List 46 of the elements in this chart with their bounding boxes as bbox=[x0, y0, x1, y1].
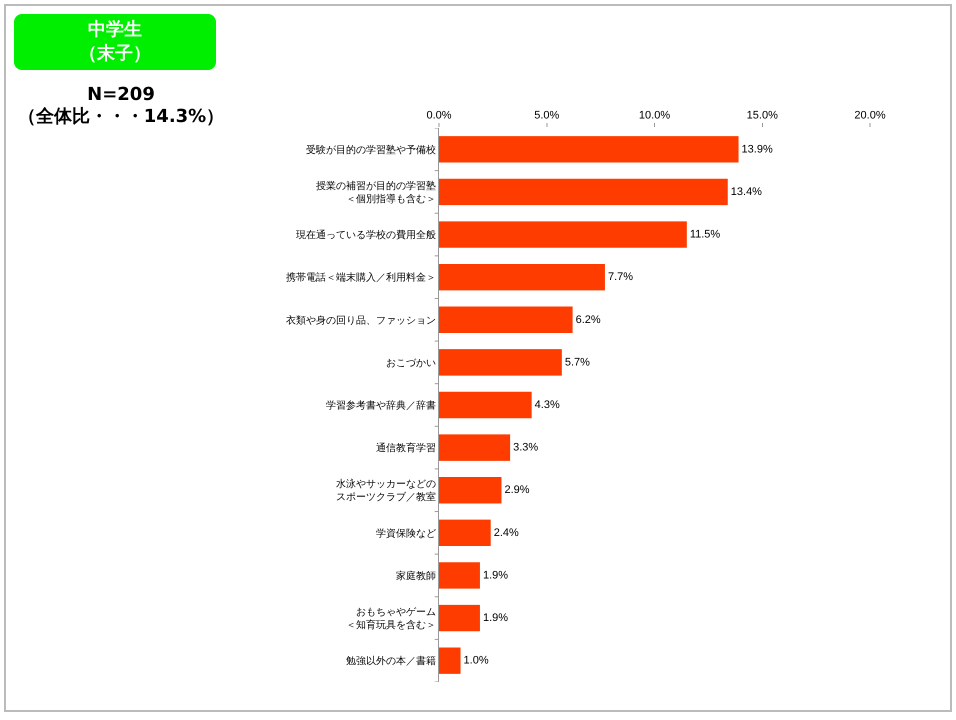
data-label: 1.9% bbox=[482, 569, 508, 582]
y-tick-label: 現在通っている学校の費用全般 bbox=[296, 229, 436, 242]
data-label: 13.9% bbox=[742, 143, 773, 156]
bar bbox=[439, 520, 491, 546]
text: 中学生（末子） bbox=[14, 14, 216, 70]
text: N=209（全体比・・・14.3%） bbox=[16, 84, 226, 128]
y-tick-label: 学資保険など bbox=[376, 527, 436, 540]
y-tick-label: おもちゃやゲーム＜知育玩具を含む＞ bbox=[346, 607, 436, 632]
x-tick-label: 15.0% bbox=[746, 110, 778, 122]
bar bbox=[439, 306, 573, 333]
x-tick-label: 20.0% bbox=[854, 110, 886, 122]
bar bbox=[439, 604, 480, 632]
bar bbox=[439, 562, 480, 589]
bar bbox=[439, 136, 739, 163]
y-tick-label: 学習参考書や辞典／辞書 bbox=[326, 400, 436, 412]
data-label: 4.3% bbox=[534, 399, 560, 411]
y-tick-label: 水泳やサッカーなどのスポーツクラブ／教室 bbox=[336, 478, 436, 504]
data-label: 13.4% bbox=[730, 186, 762, 198]
data-label: 11.5% bbox=[690, 228, 720, 241]
bar bbox=[439, 221, 687, 248]
y-tick-label: 勉強以外の本／書籍 bbox=[346, 655, 436, 668]
y-tick-label: 通信教育学習 bbox=[376, 442, 436, 454]
bar bbox=[439, 477, 502, 504]
x-tick-label: 5.0% bbox=[534, 110, 560, 122]
bar bbox=[439, 349, 562, 376]
data-label: 3.3% bbox=[513, 442, 538, 454]
bar bbox=[439, 434, 510, 461]
y-tick-label: おこづかい bbox=[386, 358, 436, 369]
y-tick-label: 家庭教師 bbox=[396, 570, 436, 582]
data-label: 7.7% bbox=[608, 271, 634, 284]
bar bbox=[439, 392, 532, 418]
data-label: 1.9% bbox=[482, 612, 508, 624]
x-tick-label: 10.0% bbox=[638, 110, 670, 122]
y-tick-label: 衣類や身の回り品、ファッション bbox=[286, 314, 436, 326]
y-tick-label: 受験が目的の学習塾や予備校 bbox=[306, 144, 436, 156]
data-label: 6.2% bbox=[576, 314, 601, 326]
data-label: 2.4% bbox=[494, 526, 520, 539]
y-tick-label: 授業の補習が目的の学習塾＜個別指導も含む＞ bbox=[316, 180, 436, 205]
bar bbox=[439, 647, 461, 674]
data-label: 2.9% bbox=[504, 484, 530, 496]
x-tick-label: 0.0% bbox=[426, 110, 452, 122]
data-label: 5.7% bbox=[564, 356, 590, 368]
bar bbox=[439, 178, 728, 206]
y-tick-label: 携帯電話＜端末購入／利用料金＞ bbox=[286, 272, 436, 284]
bar bbox=[439, 264, 605, 290]
data-label: 1.0% bbox=[464, 654, 489, 667]
